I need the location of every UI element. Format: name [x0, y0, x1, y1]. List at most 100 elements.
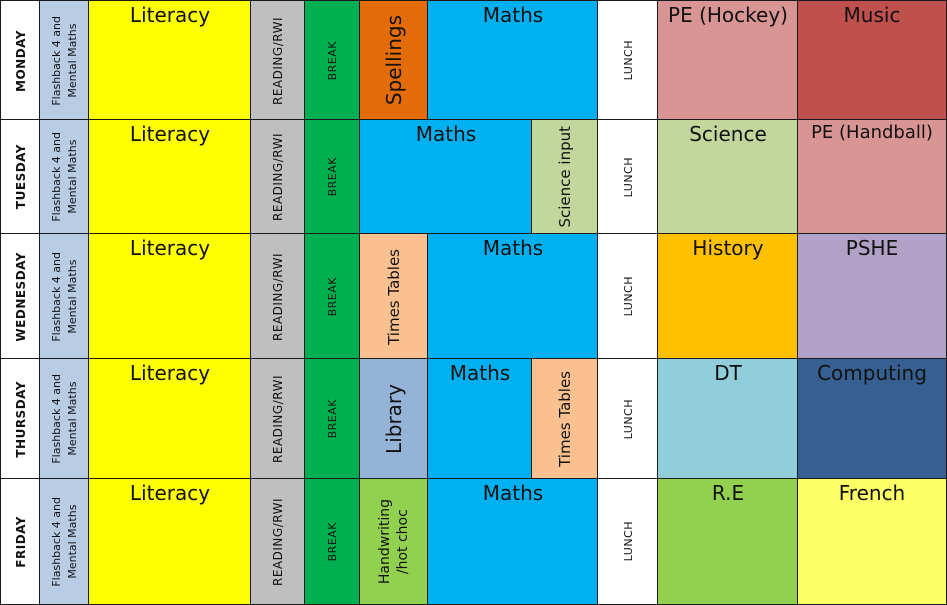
- lunch-cell: LUNCH: [597, 358, 659, 480]
- times-tables-text: Times Tables: [385, 248, 403, 345]
- history-cell: History: [657, 233, 799, 360]
- spellings-cell: Spellings: [359, 0, 429, 121]
- literacy-cell: Literacy: [88, 233, 252, 360]
- science-input-text: Science input: [556, 126, 574, 228]
- maths-text: Maths: [482, 3, 544, 27]
- reading-text: READING/RWI: [271, 252, 285, 341]
- literacy-text: Literacy: [129, 3, 211, 27]
- lunch-cell: LUNCH: [597, 0, 659, 121]
- times-tables-cell: Times Tables: [531, 358, 599, 480]
- day-label-friday: FRIDAY: [0, 478, 41, 605]
- lunch-text: LUNCH: [621, 40, 635, 81]
- literacy-cell: Literacy: [88, 478, 252, 605]
- flashback-cell: Flashback 4 and Mental Maths: [39, 233, 90, 360]
- day-label-monday: MONDAY: [0, 0, 41, 121]
- break-text: BREAK: [326, 157, 339, 197]
- maths-cell: Maths: [427, 478, 599, 605]
- day-text: FRIDAY: [13, 515, 28, 568]
- day-label-thursday: THURSDAY: [0, 358, 41, 480]
- maths-text: Maths: [482, 236, 544, 260]
- reading-text: READING/RWI: [271, 497, 285, 586]
- break-text: BREAK: [326, 40, 339, 81]
- break-text: BREAK: [326, 521, 339, 562]
- flashback-cell: Flashback 4 and Mental Maths: [39, 478, 90, 605]
- flashback-cell: Flashback 4 and Mental Maths: [39, 0, 90, 121]
- history-text: History: [692, 236, 764, 260]
- science-text: Science: [689, 122, 767, 146]
- dt-text: DT: [714, 361, 742, 385]
- break-cell: BREAK: [304, 358, 361, 480]
- french-cell: French: [797, 478, 947, 605]
- lunch-cell: LUNCH: [597, 478, 659, 605]
- reading-cell: READING/RWI: [250, 358, 306, 480]
- pe-hockey-text: PE (Hockey): [668, 3, 788, 27]
- music-text: Music: [843, 3, 901, 27]
- pshe-text: PSHE: [845, 236, 899, 260]
- music-cell: Music: [797, 0, 947, 121]
- flashback-cell: Flashback 4 and Mental Maths: [39, 358, 90, 480]
- library-cell: Library: [359, 358, 429, 480]
- reading-cell: READING/RWI: [250, 233, 306, 360]
- handwriting-text: Handwriting /hot choc: [376, 498, 411, 585]
- flashback-text: Flashback 4 and Mental Maths: [49, 251, 79, 342]
- spellings-text: Spellings: [382, 15, 406, 106]
- re-cell: R.E: [657, 478, 799, 605]
- day-text: THURSDAY: [13, 380, 28, 458]
- day-label-tuesday: TUESDAY: [0, 119, 41, 235]
- dt-cell: DT: [657, 358, 799, 480]
- break-text: BREAK: [326, 276, 339, 317]
- reading-text: READING/RWI: [271, 16, 285, 105]
- pshe-cell: PSHE: [797, 233, 947, 360]
- flashback-cell: Flashback 4 and Mental Maths: [39, 119, 90, 235]
- maths-text: Maths: [449, 361, 511, 385]
- break-cell: BREAK: [304, 0, 361, 121]
- break-text: BREAK: [326, 399, 339, 439]
- break-cell: BREAK: [304, 478, 361, 605]
- french-text: French: [838, 481, 906, 505]
- literacy-text: Literacy: [129, 481, 211, 505]
- flashback-text: Flashback 4 and Mental Maths: [49, 496, 79, 587]
- literacy-cell: Literacy: [88, 358, 252, 480]
- computing-cell: Computing: [797, 358, 947, 480]
- day-label-wednesday: WEDNESDAY: [0, 233, 41, 360]
- literacy-cell: Literacy: [88, 119, 252, 235]
- pe-handball-text: PE (Handball): [811, 122, 933, 143]
- re-text: R.E: [711, 481, 745, 505]
- times-tables-cell: Times Tables: [359, 233, 429, 360]
- reading-text: READING/RWI: [271, 133, 285, 221]
- lunch-text: LUNCH: [621, 276, 635, 317]
- reading-cell: READING/RWI: [250, 0, 306, 121]
- break-cell: BREAK: [304, 119, 361, 235]
- lunch-cell: LUNCH: [597, 119, 659, 235]
- lunch-text: LUNCH: [621, 521, 635, 562]
- times-tables-text: Times Tables: [556, 371, 574, 467]
- reading-text: READING/RWI: [271, 375, 285, 463]
- reading-cell: READING/RWI: [250, 478, 306, 605]
- literacy-text: Literacy: [129, 361, 211, 385]
- literacy-text: Literacy: [129, 236, 211, 260]
- literacy-cell: Literacy: [88, 0, 252, 121]
- lunch-text: LUNCH: [621, 398, 635, 440]
- flashback-text: Flashback 4 and Mental Maths: [49, 132, 79, 222]
- science-cell: Science: [657, 119, 799, 235]
- pe-hockey-cell: PE (Hockey): [657, 0, 799, 121]
- lunch-cell: LUNCH: [597, 233, 659, 360]
- break-cell: BREAK: [304, 233, 361, 360]
- reading-cell: READING/RWI: [250, 119, 306, 235]
- science-input-cell: Science input: [531, 119, 599, 235]
- day-text: MONDAY: [13, 29, 28, 92]
- maths-cell: Maths: [427, 358, 533, 480]
- maths-text: Maths: [415, 122, 477, 146]
- handwriting-cell: Handwriting /hot choc: [359, 478, 429, 605]
- day-text: TUESDAY: [13, 144, 28, 210]
- maths-cell: Maths: [427, 233, 599, 360]
- maths-cell: Maths: [427, 0, 599, 121]
- flashback-text: Flashback 4 and Mental Maths: [49, 15, 79, 106]
- day-text: WEDNESDAY: [13, 251, 28, 342]
- literacy-text: Literacy: [129, 122, 211, 146]
- flashback-text: Flashback 4 and Mental Maths: [49, 374, 79, 464]
- pe-handball-cell: PE (Handball): [797, 119, 947, 235]
- lunch-text: LUNCH: [621, 156, 635, 198]
- maths-cell: Maths: [359, 119, 533, 235]
